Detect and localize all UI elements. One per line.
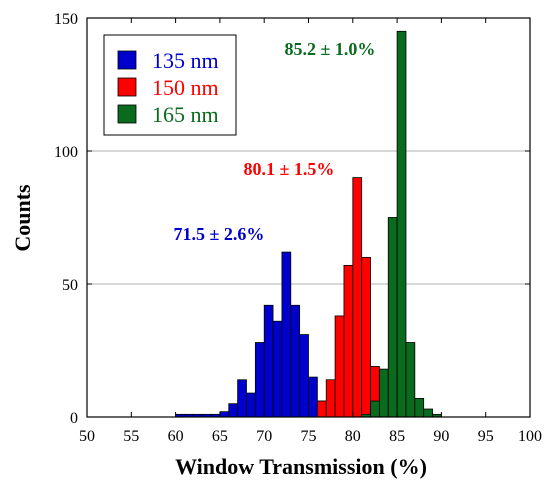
x-tick-label: 50	[79, 428, 95, 445]
bar-series-1	[228, 403, 239, 418]
bar-series-2	[316, 400, 327, 418]
gridlines	[87, 150, 530, 285]
bar-series-2	[361, 256, 371, 418]
legend-label: 135 nm	[152, 48, 219, 73]
bar-series-1	[219, 411, 230, 418]
bar-series-1	[237, 379, 247, 418]
bar-series-2	[352, 177, 363, 418]
series-annotation: 71.5 ± 2.6%	[174, 224, 265, 244]
bar-series-3	[387, 217, 398, 418]
bar-series-1	[281, 251, 292, 418]
y-axis-title: Counts	[10, 184, 35, 252]
x-tick-label: 95	[478, 428, 494, 445]
bar-series-1	[246, 392, 256, 418]
bar-series-2	[343, 264, 354, 418]
x-tick-label: 100	[518, 428, 542, 445]
histogram-bars	[175, 30, 442, 418]
bar-series-1	[272, 320, 283, 418]
bar-series-3	[414, 397, 425, 418]
bar-series-1	[254, 342, 265, 418]
y-tick-label: 50	[62, 277, 78, 294]
legend-label: 150 nm	[152, 75, 219, 100]
x-tick-label: 90	[433, 428, 449, 445]
x-tick-label: 80	[345, 428, 361, 445]
x-tick-label: 75	[301, 428, 317, 445]
legend-swatch	[117, 77, 137, 97]
x-tick-label: 70	[256, 428, 272, 445]
bar-series-1	[308, 376, 318, 418]
series-annotation: 85.2 ± 1.0%	[285, 39, 376, 59]
bar-series-2	[325, 379, 336, 418]
y-tick-label: 100	[54, 144, 78, 161]
bar-series-3	[396, 30, 407, 418]
bar-series-3	[378, 368, 389, 418]
bar-series-2	[334, 315, 345, 418]
series-annotation: 80.1 ± 1.5%	[244, 159, 335, 179]
legend-swatch	[117, 50, 137, 70]
bar-series-3	[423, 408, 433, 418]
bar-series-3	[370, 400, 380, 418]
y-tick-label: 0	[70, 410, 78, 427]
bar-series-3	[405, 342, 416, 418]
bar-series-1	[290, 304, 301, 418]
bar-series-1	[299, 334, 309, 418]
x-tick-label: 65	[212, 428, 228, 445]
x-tick-label: 55	[123, 428, 139, 445]
annotations: 71.5 ± 2.6% 80.1 ± 1.5% 85.2 ± 1.0%	[174, 39, 376, 244]
x-tick-label: 85	[389, 428, 405, 445]
x-axis-title: Window Transmission (%)	[175, 454, 427, 479]
y-tick-label: 150	[54, 11, 78, 28]
bar-series-1	[263, 304, 274, 418]
legend-label: 165 nm	[152, 102, 219, 127]
x-tick-label: 60	[168, 428, 184, 445]
legend-swatch	[117, 104, 137, 124]
